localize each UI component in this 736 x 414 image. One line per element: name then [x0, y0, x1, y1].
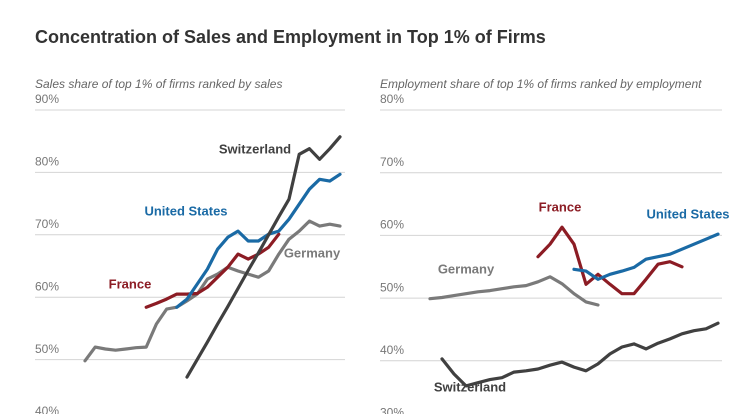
figure-title: Concentration of Sales and Employment in…: [35, 27, 546, 47]
y-tick-label: 80%: [35, 155, 59, 169]
y-tick-label: 70%: [35, 217, 59, 231]
series-line: [428, 275, 600, 307]
y-tick-label: 40%: [35, 404, 59, 414]
y-tick-label: 80%: [380, 92, 404, 106]
series-label: France: [539, 199, 582, 214]
y-tick-label: 30%: [380, 406, 404, 414]
series-line: [440, 321, 720, 388]
y-tick-label: 50%: [35, 342, 59, 356]
series-label: Germany: [284, 245, 341, 260]
y-tick-label: 60%: [35, 279, 59, 293]
y-tick-label: 60%: [380, 218, 404, 232]
series-line: [83, 219, 342, 363]
series-line: [572, 232, 720, 281]
y-tick-label: 70%: [380, 155, 404, 169]
y-tick-label: 40%: [380, 343, 404, 357]
series-line: [536, 225, 684, 296]
series-label: Switzerland: [219, 141, 291, 156]
subtitle: Employment share of top 1% of firms rank…: [380, 77, 702, 91]
series-label: France: [109, 276, 152, 291]
series-label: Germany: [438, 261, 495, 276]
subtitle: Sales share of top 1% of firms ranked by…: [35, 77, 282, 91]
series-label: United States: [144, 203, 227, 218]
series-line: [185, 135, 342, 379]
series-line: [144, 232, 281, 309]
y-tick-label: 90%: [35, 92, 59, 106]
series-line: [175, 172, 342, 309]
series-label: United States: [646, 206, 729, 221]
series-label: Switzerland: [434, 379, 506, 394]
y-tick-label: 50%: [380, 280, 404, 294]
